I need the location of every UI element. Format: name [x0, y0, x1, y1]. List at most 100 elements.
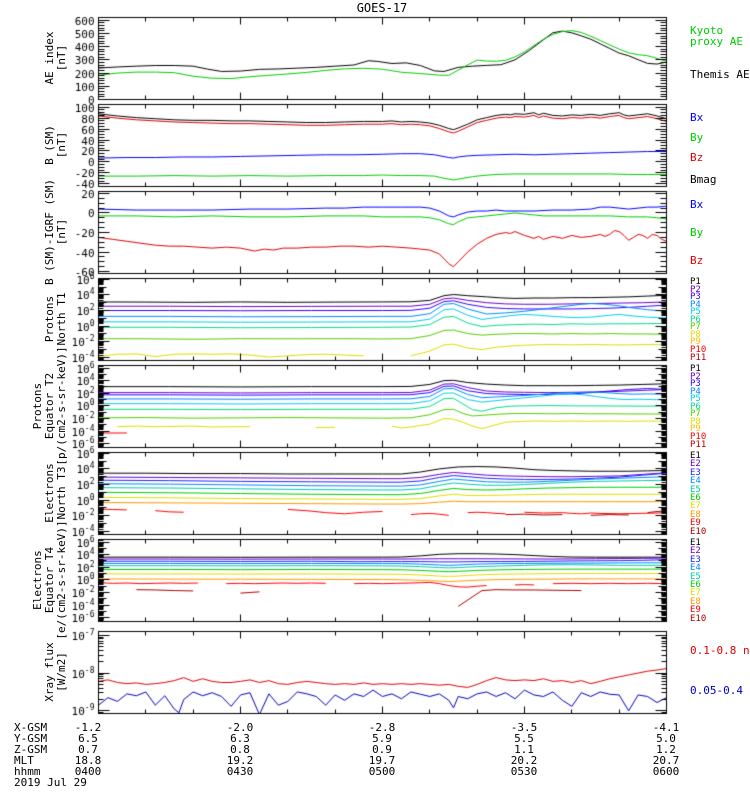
legend-e1: E1	[690, 538, 701, 548]
ylabel-ae-index: AE index [nT]	[43, 32, 68, 85]
legend-line: Bz	[690, 254, 704, 267]
legend-p4: P4	[690, 300, 701, 310]
legend-bx: Bx	[690, 112, 703, 123]
legend-line: E5	[690, 485, 701, 495]
date-label: 2019 Jul 29	[14, 776, 87, 789]
legend-line: 0.1-0.8 nm	[690, 644, 750, 657]
legend-p7: P7	[690, 322, 701, 332]
legend-e9: E9	[690, 519, 701, 528]
axis-value-mlt-3: 20.2	[510, 754, 538, 767]
axis-value-mlt-1: 19.2	[226, 754, 254, 767]
legend-line: Bx	[690, 198, 704, 211]
legend-e4: E4	[690, 477, 701, 486]
legend-line: Bx	[690, 111, 704, 124]
axis-value-z-gsm-3: 1.1	[514, 743, 534, 756]
legend-bmag: Bmag	[690, 174, 717, 185]
legend-line: E3	[690, 555, 701, 565]
ylabel-xray-flux: Xray flux [W/m2]	[43, 642, 68, 702]
axis-row-label-mlt: MLT	[14, 754, 34, 767]
axis-value-mlt-2: 19.7	[368, 754, 396, 767]
legend-line: By	[690, 226, 704, 239]
legend-line: P5	[690, 307, 701, 317]
legend-p6: P6	[690, 403, 701, 412]
axis-value-hhmm-3: 0530	[510, 765, 538, 778]
axis-value-x-gsm-0: -1.2	[74, 721, 102, 734]
legend-line: E6	[690, 580, 701, 590]
axis-value-hhmm-1: 0430	[226, 765, 254, 778]
legend-e8: E8	[690, 597, 701, 607]
legend-e1: E1	[690, 451, 701, 461]
axis-value-z-gsm-4: 1.2	[656, 743, 676, 756]
legend-p8: P8	[690, 417, 701, 427]
axis-value-mlt-4: 20.7	[652, 754, 680, 767]
legend-line: E1	[690, 538, 701, 548]
ylabel-line: [nT]	[55, 131, 68, 159]
axis-value-z-gsm-1: 0.8	[230, 743, 250, 756]
legend-line: P2	[690, 285, 701, 295]
legend-line: E2	[690, 546, 701, 556]
legend-line: E10	[690, 614, 707, 624]
legend-line: P3	[690, 379, 701, 389]
ylabel-electrons-north-t3: Electrons North T3	[43, 463, 68, 523]
axis-value-x-gsm-2: -2.8	[368, 721, 396, 734]
legend-line: P5	[690, 394, 701, 404]
legend-line: P4	[690, 387, 701, 397]
legend-line: P8	[690, 330, 701, 340]
legend-line: Bmag	[690, 173, 717, 186]
legend-line: P4	[690, 300, 701, 310]
ylabel-line: [W/m2]	[55, 652, 68, 692]
legend-line: P11	[690, 353, 707, 363]
legend-line: P1	[690, 364, 701, 374]
axis-value-y-gsm-3: 5.5	[514, 732, 534, 745]
legend-line: E1	[690, 451, 701, 461]
ylabel-line: [e/(cm2-s-sr-keV)]	[55, 520, 68, 640]
legend-line: E5	[690, 572, 701, 582]
legend-line: E9	[690, 605, 701, 615]
axis-row-label-hhmm: hhmm	[14, 765, 41, 778]
legend-e5: E5	[690, 572, 701, 582]
legend-e2: E2	[690, 460, 701, 469]
ylabel-line: [nT]	[55, 218, 68, 246]
axis-value-y-gsm-1: 6.3	[230, 732, 250, 745]
axis-value-x-gsm-4: -4.1	[652, 721, 680, 734]
legend-line: P7	[690, 409, 701, 419]
axis-value-hhmm-4: 0600	[652, 765, 680, 778]
legend-bz: Bz	[690, 152, 703, 163]
legend-by: By	[690, 227, 703, 238]
legend-p8: P8	[690, 330, 701, 340]
legend-line: proxy AE	[690, 35, 743, 48]
legend-line: P7	[690, 322, 701, 332]
legend-line: By	[690, 131, 704, 144]
legend-line: P11	[690, 440, 707, 450]
axis-row-label-x-gsm: X-GSM	[14, 721, 48, 734]
axis-value-mlt-0: 18.8	[74, 754, 102, 767]
ylabel-protons-equator-t2: Protons Equator T2 [p/(cm2-s-sr-keV)]	[31, 346, 68, 465]
legend-line: P3	[690, 292, 701, 302]
legend-p5: P5	[690, 307, 701, 317]
axis-row-label-y-gsm: Y-GSM	[14, 732, 48, 745]
legend-line: 0.05-0.4 nm	[690, 684, 750, 697]
legend-p11: P11	[690, 440, 707, 450]
axis-value-x-gsm-1: -2.0	[226, 721, 254, 734]
axis-value-z-gsm-2: 0.9	[372, 743, 392, 756]
legend-line: E8	[690, 597, 701, 607]
legend-e2: E2	[690, 546, 701, 556]
axis-value-hhmm-0: 0400	[74, 765, 102, 778]
legend-p10: P10	[690, 433, 706, 442]
legend-e10: E10	[690, 614, 707, 624]
legend-p10: P10	[690, 346, 706, 355]
legend-e6: E6	[690, 494, 701, 503]
legend-p3: P3	[690, 379, 701, 389]
ylabel-line: North T3	[55, 466, 68, 520]
ylabel-b-sm-igrf: B (SM)-IGRF (SM) [nT]	[43, 179, 68, 285]
legend-0-1-0-8-nm: 0.1-0.8 nm	[690, 645, 750, 656]
legend-e4: E4	[690, 563, 701, 573]
legend-line: Kyoto	[690, 24, 724, 37]
legend-e9: E9	[690, 605, 701, 615]
legend-e8: E8	[690, 511, 701, 520]
legend-p4: P4	[690, 387, 701, 397]
legend-line: E4	[690, 563, 701, 573]
axis-value-z-gsm-0: 0.7	[78, 743, 98, 756]
legend-line: P8	[690, 417, 701, 427]
